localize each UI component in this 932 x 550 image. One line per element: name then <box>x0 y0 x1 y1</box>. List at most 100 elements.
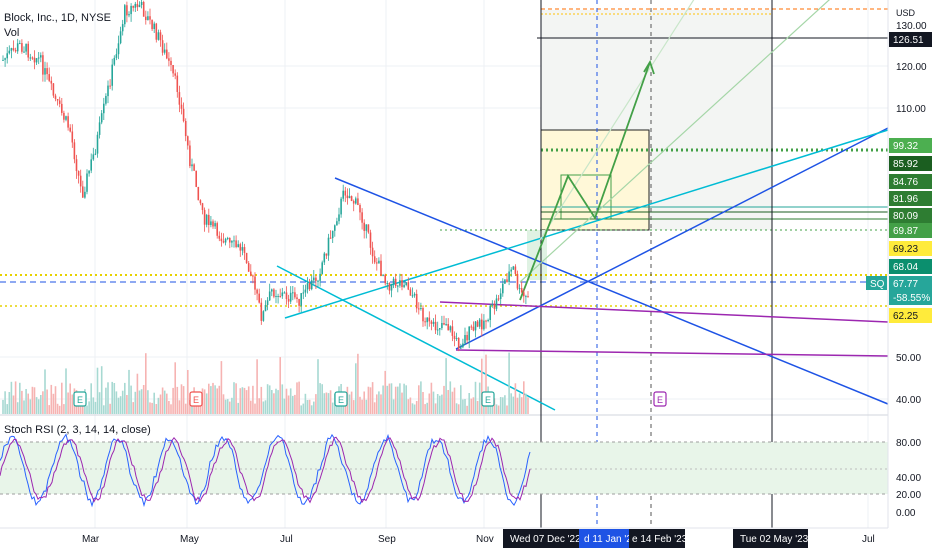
candle-body <box>313 277 315 281</box>
volume-bar <box>4 391 6 414</box>
candle-body <box>67 116 69 128</box>
candle-body <box>199 200 202 204</box>
currency-label[interactable]: USD <box>896 8 916 18</box>
rsi-tick: 80.00 <box>896 438 921 449</box>
candle-body <box>468 326 470 341</box>
candle-body <box>121 24 124 32</box>
candle-body <box>355 198 357 204</box>
symbol-title[interactable]: Block, Inc., 1D, NYSE <box>4 12 111 24</box>
earnings-marker-label: E <box>338 395 344 405</box>
candle-body <box>212 221 214 227</box>
candle-body <box>499 293 502 299</box>
volume-bar <box>298 381 300 414</box>
volume-bar <box>468 393 470 414</box>
volume-bar <box>470 398 473 414</box>
earnings-marker[interactable]: E <box>334 391 348 407</box>
candle-body <box>6 53 8 59</box>
candle-body <box>411 295 414 297</box>
candle-body <box>315 277 317 281</box>
volume-bar <box>35 397 38 414</box>
candle-body <box>495 298 498 309</box>
volume-bar <box>157 397 160 414</box>
candle-body <box>193 164 195 171</box>
volume-bar <box>138 390 141 414</box>
price-axis[interactable]: 130.00 120.00 110.00 50.00 40.00 80.00 4… <box>896 21 927 519</box>
volume-bar <box>180 384 183 414</box>
volume-legend[interactable]: Vol <box>4 27 20 39</box>
candle-body <box>128 14 130 16</box>
candle-body <box>373 256 376 263</box>
candle-body <box>77 171 80 176</box>
price-tag-label: 126.51 <box>893 35 924 46</box>
price-tag <box>889 259 932 274</box>
volume-bar <box>126 395 128 414</box>
volume-bar <box>399 383 401 414</box>
candle-body <box>71 131 74 143</box>
candle-body <box>37 57 40 59</box>
volume-bar <box>518 393 521 414</box>
candle-body <box>342 190 344 199</box>
candle-body <box>441 323 443 329</box>
volume-bar <box>285 388 288 414</box>
volume-bar <box>483 404 485 414</box>
candle-body <box>210 221 212 225</box>
volume-bar <box>218 385 221 414</box>
candle-body <box>302 292 305 294</box>
stoch-rsi-legend[interactable]: Stoch RSI (2, 3, 14, 14, close) <box>4 424 151 436</box>
earnings-marker[interactable]: E <box>481 391 495 407</box>
volume-bar <box>394 386 397 414</box>
volume-bar <box>462 399 464 414</box>
price-tag-label: 81.96 <box>893 194 918 205</box>
candle-body <box>75 159 78 171</box>
volume-bar <box>527 397 529 414</box>
earnings-marker[interactable]: E <box>189 391 203 407</box>
candle-body <box>178 92 181 105</box>
stoch-d-line <box>0 436 531 504</box>
symbol-legend[interactable]: Block, Inc., 1D, NYSE Vol <box>4 11 111 41</box>
vertical-lines <box>540 0 773 528</box>
volume-bar <box>386 385 389 414</box>
candle-body <box>520 288 523 293</box>
volume-bar <box>485 354 487 414</box>
volume-bar <box>245 390 248 414</box>
volume-bar <box>279 357 281 414</box>
price-tag <box>889 290 932 305</box>
volume-bar <box>273 393 275 414</box>
volume-bar <box>111 381 113 414</box>
time-axis[interactable]: Mar May Jul Sep Nov Jul <box>82 534 875 545</box>
volume-bar <box>428 393 431 414</box>
volume-bar <box>229 401 231 414</box>
price-tick: 40.00 <box>896 395 921 406</box>
candle-body <box>29 57 32 59</box>
volume-bar <box>464 399 466 414</box>
time-label: Nov <box>476 534 494 545</box>
candle-body <box>271 289 273 292</box>
candle-body <box>371 247 374 257</box>
candle-body <box>386 283 389 284</box>
volume-bar <box>107 382 109 414</box>
price-tick: 50.00 <box>896 353 921 364</box>
volume-bar <box>300 405 302 414</box>
volume-bar <box>224 399 227 414</box>
volume-bar <box>56 403 59 414</box>
candle-body <box>262 311 265 321</box>
symbol-tag[interactable]: SQ <box>866 276 887 290</box>
rsi-tick: 40.00 <box>896 473 921 484</box>
volume-bar <box>170 404 172 414</box>
earnings-marker[interactable]: E <box>73 391 87 407</box>
volume-bar <box>390 383 393 414</box>
candle-body <box>281 292 284 297</box>
earnings-marker[interactable]: E <box>653 391 667 407</box>
candle-body <box>493 304 496 309</box>
volume-bar <box>451 391 454 414</box>
candle-body <box>250 271 252 276</box>
candle-body <box>241 247 244 251</box>
candle-body <box>124 5 126 25</box>
candle-body <box>52 83 55 96</box>
candle-body <box>4 58 6 60</box>
price-tag-label: 99.32 <box>893 141 918 152</box>
candle-body <box>252 275 254 277</box>
candle-body <box>205 214 208 225</box>
